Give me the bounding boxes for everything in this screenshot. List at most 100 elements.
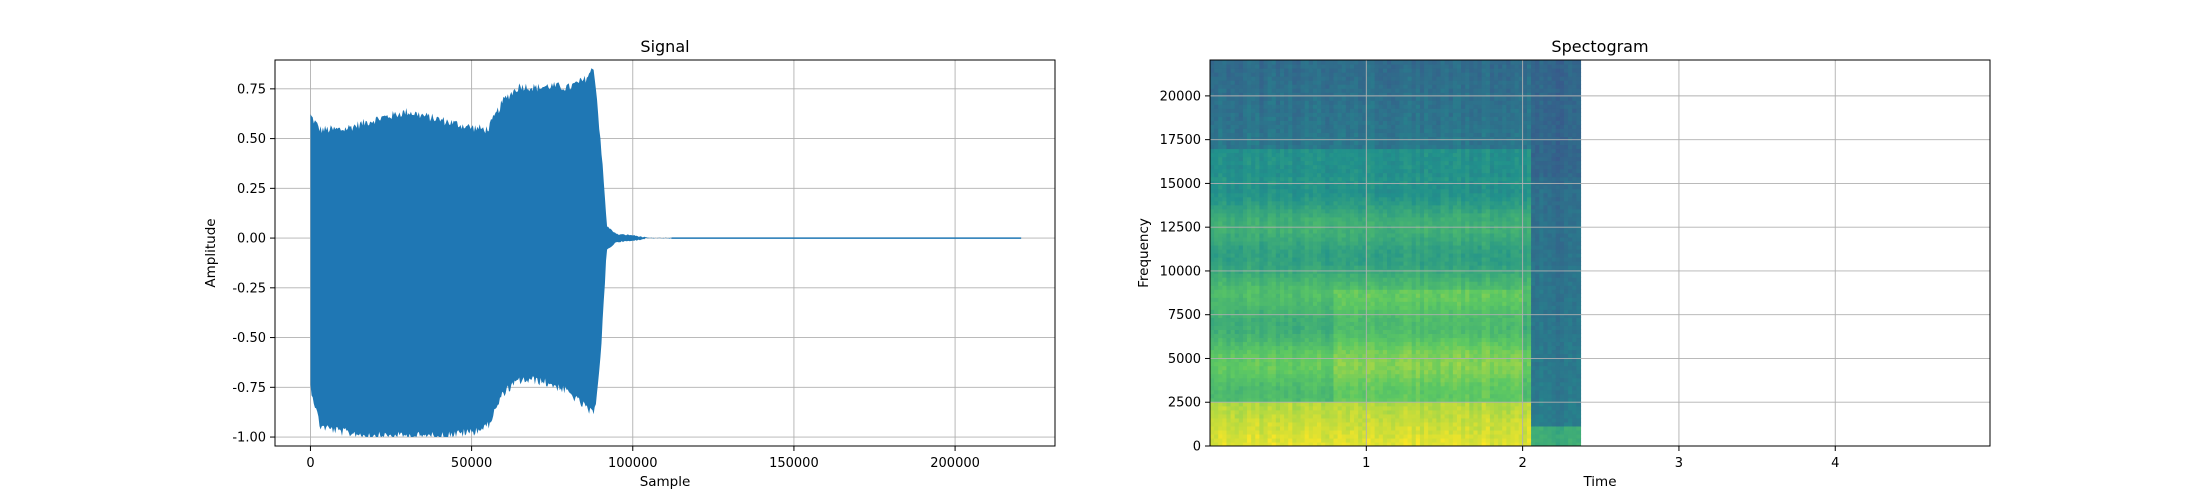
spectrogram-cell [1325, 152, 1330, 158]
spectrogram-cell [1267, 188, 1273, 194]
spectrogram-cell [1411, 188, 1417, 194]
spectrogram-cell [1399, 405, 1405, 411]
spectrogram-cell [1275, 156, 1281, 162]
spectrogram-cell [1255, 429, 1260, 435]
spectrogram-cell [1370, 184, 1376, 190]
spectrogram-cell [1247, 261, 1252, 266]
spectrogram-cell [1374, 433, 1380, 439]
spectrogram-cell [1415, 369, 1421, 375]
spectrogram-cell [1267, 164, 1273, 170]
spectrogram-cell [1304, 281, 1310, 286]
spectrogram-cell [1230, 84, 1236, 89]
spectrogram-cell [1415, 160, 1421, 166]
spectrogram-cell [1321, 413, 1326, 419]
spectrogram-cell [1374, 397, 1380, 403]
spectrogram-cell [1296, 140, 1302, 146]
spectrogram-cell [1370, 397, 1376, 403]
spectrogram-cell [1251, 228, 1256, 234]
spectrogram-cell [1296, 196, 1302, 202]
spectrogram-cell [1222, 345, 1228, 351]
spectrogram-cell [1399, 60, 1405, 65]
spectrogram-cell [1374, 441, 1380, 446]
spectrogram-cell [1407, 325, 1413, 330]
spectrogram-cell [1321, 244, 1326, 250]
spectrogram-cell [1263, 281, 1269, 286]
spectrogram-cell [1292, 433, 1298, 439]
spectrogram-cell [1403, 297, 1409, 302]
spectrogram-cell [1403, 305, 1409, 310]
spectrogram-cell [1312, 212, 1318, 218]
spectrogram-cell [1292, 164, 1298, 170]
spectrogram-cell [1312, 100, 1318, 105]
spectrogram-cell [1300, 148, 1306, 154]
spectrogram-cell [1247, 84, 1252, 89]
spectrogram-cell [1354, 437, 1359, 443]
spectrogram-cell [1325, 309, 1330, 314]
spectrogram-cell [1234, 72, 1240, 77]
spectrogram-cell [1292, 257, 1298, 262]
spectrogram-cell [1214, 100, 1219, 105]
spectrogram-cell [1391, 321, 1396, 326]
spectrogram-cell [1378, 132, 1384, 137]
spectrogram-cell [1255, 120, 1260, 125]
spectrogram-cell [1362, 353, 1368, 359]
spectrogram-cell [1222, 313, 1228, 318]
spectrogram-cell [1345, 281, 1351, 286]
spectrogram-cell [1218, 365, 1223, 371]
spectrogram-cell [1378, 425, 1384, 431]
spectrogram-cell [1370, 240, 1376, 246]
spectrogram-cell [1275, 80, 1281, 85]
spectrogram-cell [1354, 265, 1359, 270]
spectrogram-cell [1234, 148, 1240, 154]
spectrogram-cell [1292, 200, 1298, 206]
spectrogram-cell [1341, 421, 1347, 427]
spectrogram-cell [1271, 321, 1277, 326]
spectrogram-cell [1370, 329, 1376, 335]
spectrogram-cell [1267, 112, 1273, 117]
spectrogram-cell [1296, 345, 1302, 351]
spectrogram-cell [1222, 160, 1228, 166]
spectrogram-cell [1312, 397, 1318, 403]
spectrogram-cell [1333, 212, 1339, 218]
spectrogram-cell [1230, 76, 1236, 81]
spectrogram-cell [1263, 136, 1269, 142]
spectrogram-cell [1419, 253, 1425, 258]
spectrogram-cell [1341, 172, 1347, 178]
spectrogram-cell [1267, 60, 1273, 65]
spectrogram-cell [1238, 277, 1244, 282]
spectrogram-cell [1362, 389, 1368, 395]
spectrogram-cell [1325, 253, 1330, 258]
spectrogram-cell [1337, 244, 1343, 250]
spectrogram-cell [1247, 244, 1252, 250]
spectrogram-cell [1242, 433, 1248, 439]
spectrogram-cell [1411, 313, 1417, 318]
spectrogram-cell [1370, 417, 1376, 423]
spectrogram-cell [1362, 76, 1368, 81]
spectrogram-cell [1341, 104, 1347, 109]
spectrogram-cell [1300, 409, 1306, 415]
spectrogram-cell [1271, 216, 1277, 222]
spectrogram-cell [1300, 381, 1306, 387]
spectrogram-cell [1247, 441, 1252, 446]
spectrogram-cell [1317, 60, 1322, 65]
spectrogram-cell [1395, 429, 1400, 435]
spectrogram-cell [1362, 421, 1368, 427]
spectrogram-cell [1255, 309, 1260, 314]
spectrogram-cell [1341, 349, 1347, 355]
spectrogram-cell [1419, 385, 1425, 391]
spectrogram-cell [1366, 365, 1372, 371]
spectrogram-cell [1407, 421, 1413, 427]
spectrogram-cell [1333, 140, 1339, 146]
spectrogram-cell [1370, 108, 1376, 113]
spectrogram-cell [1300, 293, 1306, 298]
spectrogram-cell [1415, 389, 1421, 395]
spectrogram-cell [1308, 389, 1314, 395]
spectrogram-cell [1403, 236, 1409, 242]
spectrogram-cell [1275, 333, 1281, 339]
spectrogram-cell [1267, 409, 1273, 415]
spectrogram-cell [1333, 244, 1339, 250]
spectrogram-cell [1362, 92, 1368, 97]
spectrogram-cell [1337, 144, 1343, 150]
spectrogram-cell [1317, 128, 1322, 133]
spectrogram-cell [1317, 144, 1322, 150]
